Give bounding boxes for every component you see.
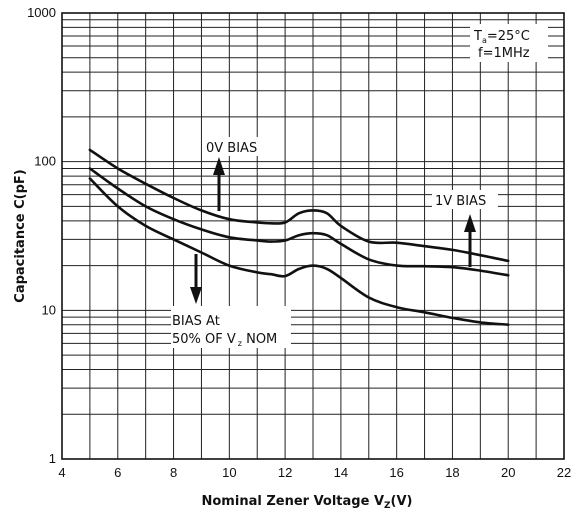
conditions-legend: Ta=25°C f=1MHz [470, 24, 548, 62]
x-axis-title: Nominal Zener Voltage VZ(V) [202, 494, 413, 511]
curve-half-vz-bias [88, 177, 510, 326]
x-tick-label: 18 [445, 465, 459, 480]
one-bias-annotation: 1V BIAS [432, 190, 498, 267]
one-bias-arrow-head [464, 214, 476, 232]
curve-1v-bias [88, 167, 510, 277]
x-tick-label: 10 [222, 465, 236, 480]
zero-bias-label: 0V BIAS [206, 141, 257, 156]
y-tick-label: 1 [49, 451, 56, 466]
y-axis-title: Capacitance C(pF) [13, 169, 28, 302]
x-tick-label: 4 [58, 465, 65, 480]
tick-labels: 4 6 8 10 12 14 16 18 20 22 1 10 100 1000 [27, 5, 571, 480]
frequency-condition: f=1MHz [478, 46, 530, 61]
y-tick-label: 10 [42, 302, 56, 317]
zero-bias-annotation: 0V BIAS [203, 137, 265, 211]
x-tick-label: 12 [278, 465, 292, 480]
half-bias-arrow-head [190, 287, 202, 304]
temperature-condition: Ta=25°C [473, 29, 530, 45]
zero-bias-arrow-head [213, 157, 225, 175]
x-tick-label: 22 [557, 465, 571, 480]
x-tick-label: 6 [114, 465, 121, 480]
plot-frame [61, 12, 565, 460]
x-tick-label: 20 [501, 465, 515, 480]
half-bias-label-line1: BIAS At [172, 314, 220, 329]
curves [88, 148, 510, 326]
one-bias-label: 1V BIAS [435, 194, 486, 209]
grid-layer [62, 13, 564, 459]
curve-0v-bias [88, 148, 510, 263]
y-tick-label: 1000 [27, 5, 56, 20]
x-tick-label: 8 [170, 465, 177, 480]
x-tick-label: 16 [389, 465, 403, 480]
y-tick-label: 100 [34, 154, 56, 169]
x-tick-label: 14 [334, 465, 348, 480]
